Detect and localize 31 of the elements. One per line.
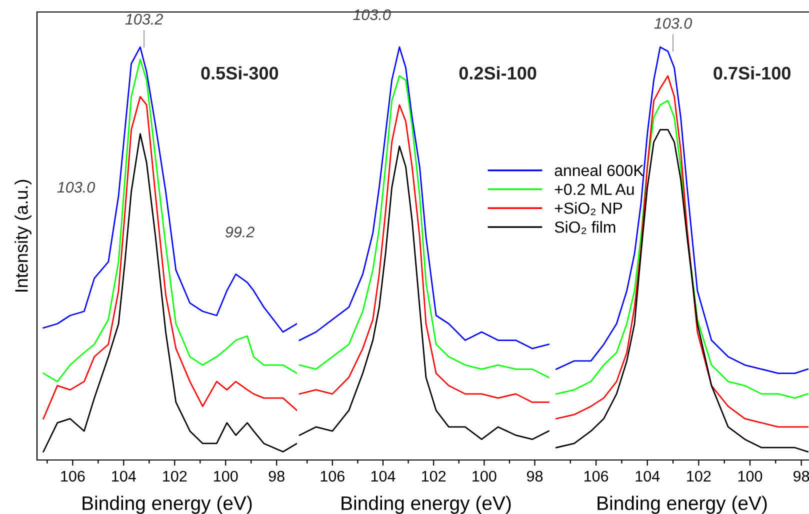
x-tick-label: 98 — [526, 470, 543, 482]
x-tick-label: 102 — [422, 470, 446, 482]
x-axis-title: Binding energy (eV) — [342, 496, 511, 514]
x-tick-label: 98 — [794, 470, 809, 482]
x-axis-title: Binding energy (eV) — [82, 496, 252, 514]
legend-label: +SiO₂ NP — [554, 202, 622, 216]
x-tick-label: 100 — [738, 470, 762, 482]
x-tick-label: 98 — [268, 470, 284, 482]
x-tick-label: 104 — [112, 470, 136, 482]
x-tick-label: 104 — [371, 470, 396, 482]
x-tick-label: 100 — [472, 470, 496, 482]
x-axis-title: Binding energy (eV) — [598, 496, 767, 514]
text: 0.2Si-100 — [459, 66, 536, 80]
text: 0.7Si-100 — [714, 66, 790, 80]
legend-label: anneal 600K — [554, 164, 644, 176]
annotation: 103.0 — [57, 182, 95, 193]
annotation: 99.2 — [225, 226, 254, 238]
x-tick-label: 104 — [636, 470, 660, 482]
legend-label: +0.2 ML Au — [554, 184, 634, 196]
legend-label: SiO₂ film — [554, 221, 616, 234]
x-tick-label: 102 — [163, 470, 187, 482]
x-tick-label: 106 — [584, 470, 608, 482]
x-tick-label: 106 — [61, 470, 85, 482]
x-tick-label: 100 — [214, 470, 238, 482]
x-tick-label: 106 — [320, 470, 344, 482]
annotation: 103.0 — [654, 18, 692, 29]
text: 103.0 — [353, 9, 391, 20]
y-axis-title: Intensity (a.u.) — [14, 180, 32, 292]
annotation: 103.2 — [125, 14, 163, 25]
text: 0.5Si-300 — [201, 66, 278, 80]
x-tick-label: 102 — [687, 470, 711, 482]
